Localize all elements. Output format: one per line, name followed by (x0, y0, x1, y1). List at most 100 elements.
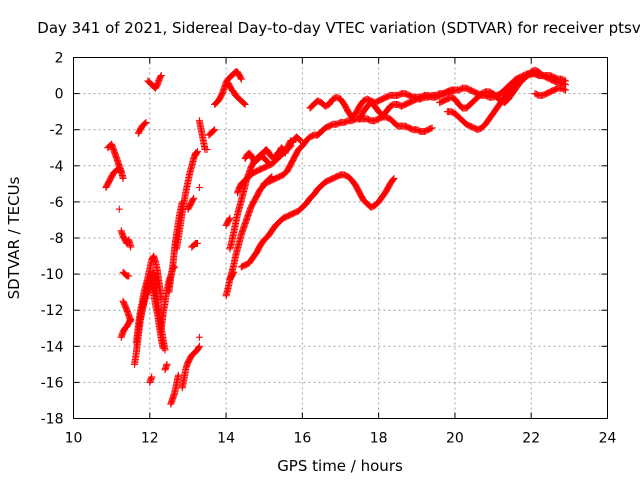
data-point (125, 272, 133, 280)
data-point (193, 149, 201, 157)
data-series-track-c (117, 227, 135, 251)
data-point (126, 316, 134, 324)
data-point (159, 344, 167, 352)
y-tick-label: 2 (55, 51, 64, 67)
x-tick-label: 18 (370, 431, 388, 447)
data-series-track-v (192, 147, 201, 159)
data-point (225, 215, 233, 223)
x-tick-label: 20 (446, 431, 464, 447)
data-series-track-w (195, 117, 209, 154)
data-series-track-o (167, 371, 182, 408)
y-tick-label: -6 (50, 195, 64, 211)
data-series-track-ac (195, 333, 203, 341)
data-point (157, 73, 165, 81)
data-point (534, 71, 542, 79)
y-tick-label: -8 (50, 231, 64, 247)
data-point (189, 195, 197, 203)
data-series-track-g (115, 205, 123, 213)
data-series-track-ai (241, 133, 304, 166)
data-series-track-ap (531, 84, 570, 99)
data-series-track-j (136, 274, 167, 352)
data-point (226, 214, 234, 222)
data-point (195, 183, 203, 191)
x-axis-label: GPS time / hours (277, 457, 403, 475)
data-point (148, 373, 156, 381)
data-point (211, 126, 219, 134)
data-series-track-k (134, 118, 150, 137)
y-axis-label: SDTVAR / TECUs (5, 176, 23, 299)
x-tick-label: 14 (217, 431, 235, 447)
y-tick-label: -18 (41, 412, 64, 428)
data-point (237, 75, 245, 83)
data-point (389, 176, 397, 184)
data-series-track-z (224, 79, 249, 108)
data-point (127, 243, 135, 251)
data-series-track-m (146, 373, 156, 386)
data-point (174, 371, 182, 379)
data-series-track-f (117, 315, 135, 341)
data-series-track-d (119, 268, 133, 280)
data-point (195, 333, 203, 341)
data-point (560, 85, 568, 93)
y-tick-label: 0 (55, 87, 64, 103)
plot-frame (73, 57, 608, 419)
data-point (390, 174, 398, 182)
data-point (562, 86, 570, 94)
data-point (157, 72, 165, 80)
data-point (127, 315, 135, 323)
data-point (229, 269, 237, 277)
data-point (141, 119, 149, 127)
data-series-track-ao (443, 70, 543, 134)
data-points (102, 66, 570, 408)
data-point (210, 127, 218, 135)
y-tick-label: -14 (41, 339, 64, 355)
data-point (237, 74, 245, 82)
chart-title: Day 341 of 2021, Sidereal Day-to-day VTE… (37, 19, 640, 37)
y-tick-label: -4 (50, 159, 64, 175)
data-point (535, 72, 543, 80)
x-tick-label: 12 (141, 431, 159, 447)
data-point (195, 342, 203, 350)
data-point (163, 360, 171, 368)
x-tick-label: 16 (293, 431, 311, 447)
data-point (428, 124, 436, 132)
data-point (193, 239, 201, 247)
x-tick-label: 22 (522, 431, 540, 447)
y-tick-label: -2 (50, 123, 64, 139)
data-point (115, 205, 123, 213)
data-series-track-s (184, 194, 198, 213)
data-point (142, 118, 150, 126)
data-point (295, 136, 303, 144)
data-series-track-u (178, 342, 203, 392)
data-point (240, 100, 248, 108)
grid-lines (73, 57, 608, 419)
data-point (427, 124, 435, 132)
data-series-track-aj (258, 113, 436, 191)
data-point (190, 194, 198, 202)
x-tick-label: 10 (65, 431, 83, 447)
data-series-track-t (188, 239, 201, 251)
data-series-track-af (222, 214, 234, 229)
data-series-track-ak (237, 171, 398, 271)
data-series-track-b (102, 165, 127, 191)
data-series-track-n (161, 360, 171, 374)
x-tick-label: 24 (599, 431, 617, 447)
data-series-track-x (205, 126, 219, 139)
y-tick-label: -10 (41, 267, 64, 283)
data-point (193, 147, 201, 155)
axis-ticks: 10 12 14 16 18 20 22 2420-2-4-6-8-10-12-14-16-1… (41, 51, 617, 447)
data-point (195, 344, 203, 352)
data-series-track-l (144, 72, 165, 92)
data-series-track-ab (203, 146, 211, 154)
y-tick-label: -12 (41, 303, 64, 319)
data-point (203, 146, 211, 154)
y-tick-label: -16 (41, 375, 64, 391)
data-point (230, 268, 238, 276)
data-point (241, 100, 249, 108)
data-point (119, 174, 127, 182)
data-series-track-ag (226, 268, 238, 284)
data-series-track-r (172, 149, 200, 253)
